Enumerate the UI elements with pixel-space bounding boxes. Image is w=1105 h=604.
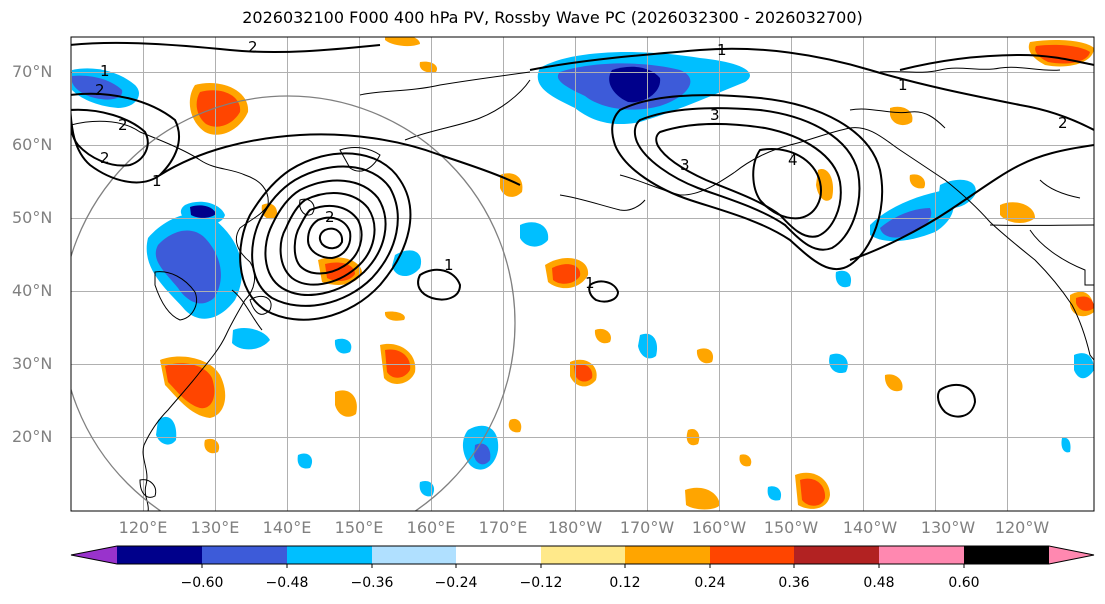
colorbar-low-extend: [71, 546, 117, 564]
colorbar-bin: [710, 546, 794, 564]
lon-label: 120°W: [994, 518, 1050, 537]
colorbar-bin: [202, 546, 287, 564]
colorbar-bin: [794, 546, 879, 564]
colorbar-bin: [117, 546, 202, 564]
lon-label: 130°E: [190, 518, 240, 537]
contour-label: 1: [444, 256, 454, 274]
lon-label: 120°E: [118, 518, 168, 537]
colorbar-tick-label: 0.60: [948, 575, 980, 591]
lon-label: 160°W: [691, 518, 747, 537]
lon-label: 180°W: [547, 518, 603, 537]
lat-label: 50°N: [12, 208, 53, 227]
lat-label: 40°N: [12, 281, 53, 300]
negative-anomaly-shading: [72, 52, 1094, 501]
lat-label: 30°N: [12, 354, 53, 373]
lon-label: 130°W: [920, 518, 976, 537]
contour-label: 1: [152, 172, 162, 190]
lon-label: 170°W: [619, 518, 675, 537]
colorbar-tick-label: 0.24: [694, 575, 726, 591]
contour-label: 3: [680, 156, 690, 174]
contour-label: 2: [100, 149, 110, 167]
contour-label: 2: [325, 208, 335, 226]
map-frame: [70, 36, 1095, 512]
lat-label: 70°N: [12, 62, 53, 81]
lon-label: 140°E: [262, 518, 312, 537]
colorbar-tick-label: 0.48: [863, 575, 895, 591]
contour-labels: 1 1 2 2 2 1 1 1 2 2 3 3 4 1 2: [95, 38, 1068, 292]
colorbar-bin: [879, 546, 964, 564]
colorbar-high-extend: [1049, 546, 1094, 564]
colorbar-outline: [70, 545, 1095, 565]
colorbar-tick-label: −0.36: [350, 575, 394, 591]
coastlines: [71, 66, 1094, 511]
rossby-wave-circle: [71, 95, 516, 511]
colorbar-bin: [456, 546, 541, 564]
colorbar-bin: [964, 546, 1049, 564]
pv-contours: [71, 41, 1094, 418]
colorbar-tick-label: −0.12: [519, 575, 563, 591]
colorbar-bin: [625, 546, 710, 564]
lon-label: 150°E: [334, 518, 384, 537]
colorbar: [70, 545, 1095, 568]
contour-label: 1: [898, 76, 908, 94]
colorbar-bin: [287, 546, 372, 564]
lon-label: 140°W: [842, 518, 898, 537]
colorbar-tick-label: 0.12: [609, 575, 641, 591]
contour-label: 2: [1058, 114, 1068, 132]
colorbar-bin: [372, 546, 456, 564]
contour-label: 1: [717, 41, 727, 59]
colorbar-tick-label: −0.24: [434, 575, 478, 591]
contour-label: 2: [95, 81, 105, 99]
lat-label: 60°N: [12, 135, 53, 154]
colorbar-bin: [541, 546, 625, 564]
lon-label: 170°E: [478, 518, 528, 537]
contour-label: 2: [248, 38, 258, 56]
colorbar-tick-label: 0.36: [778, 575, 810, 591]
contour-label: 3: [710, 106, 720, 124]
contour-label: 1: [585, 274, 595, 292]
lon-label: 150°W: [763, 518, 819, 537]
contour-label: 1: [100, 62, 110, 80]
colorbar-tick-label: −0.48: [265, 575, 309, 591]
map-title: 2026032100 F000 400 hPa PV, Rossby Wave …: [242, 8, 863, 27]
contour-label: 4: [788, 151, 798, 169]
lat-label: 20°N: [12, 427, 53, 446]
lon-label: 160°E: [406, 518, 456, 537]
colorbar-tick-label: −0.60: [180, 575, 224, 591]
contour-label: 2: [118, 116, 128, 134]
